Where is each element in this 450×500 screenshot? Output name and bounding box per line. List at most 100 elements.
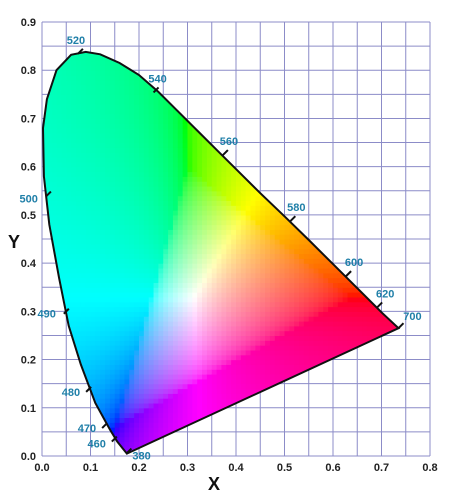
gamut-cell [109, 412, 116, 419]
gamut-cell [206, 210, 213, 216]
gamut-cell [100, 89, 106, 95]
gamut-cell [163, 152, 169, 158]
gamut-cell [202, 234, 208, 240]
gamut-cell [129, 161, 135, 168]
gamut-cell [211, 161, 218, 168]
gamut-cell [172, 417, 179, 423]
gamut-cell [134, 393, 140, 399]
gamut-cell [163, 210, 169, 216]
gamut-cell [61, 166, 67, 173]
gamut-cell [109, 224, 116, 230]
gamut-cell [139, 422, 145, 428]
gamut-cell [119, 354, 126, 361]
gamut-cell [143, 205, 150, 211]
gamut-cell [163, 123, 169, 129]
gamut-cell [255, 359, 261, 365]
gamut-cell [61, 75, 67, 81]
gamut-cell [216, 388, 223, 394]
gamut-cell [211, 219, 218, 226]
gamut-cell [211, 263, 218, 269]
gamut-cell [153, 364, 159, 370]
gamut-cell [265, 287, 271, 293]
gamut-cell [172, 239, 179, 245]
gamut-cell [134, 94, 140, 100]
gamut-cell [221, 316, 227, 322]
gamut-cell [105, 210, 111, 216]
gamut-cell [139, 128, 145, 134]
gamut-cell [216, 181, 223, 187]
gamut-cell [274, 335, 281, 341]
gamut-cell [177, 118, 184, 124]
gamut-cell [172, 427, 179, 433]
gamut-cell [85, 51, 92, 57]
gamut-cell [182, 224, 189, 230]
gamut-cell [163, 287, 169, 293]
gamut-cell [129, 195, 135, 202]
gamut-cell [139, 398, 145, 404]
gamut-cell [177, 161, 184, 168]
gamut-cell [192, 374, 198, 380]
gamut-cell [139, 190, 145, 197]
gamut-cell [90, 60, 96, 66]
gamut-cell [192, 364, 198, 370]
gamut-cell [197, 301, 203, 308]
gamut-cell [192, 349, 198, 356]
gamut-cell [206, 282, 213, 288]
gamut-cell [303, 263, 310, 269]
gamut-cell [85, 60, 92, 66]
gamut-cell [158, 417, 164, 423]
gamut-cell [168, 272, 174, 279]
gamut-cell [269, 354, 276, 361]
gamut-cell [105, 398, 111, 404]
gamut-cell [211, 147, 218, 153]
gamut-cell [75, 349, 82, 356]
gamut-cell [318, 325, 324, 332]
gamut-cell [226, 200, 232, 206]
gamut-cell [221, 166, 227, 173]
gamut-cell [182, 292, 189, 298]
gamut-cell [299, 316, 305, 322]
gamut-cell [279, 359, 286, 365]
gamut-cell [124, 417, 130, 423]
gamut-cell [134, 335, 140, 341]
gamut-cell [124, 316, 130, 322]
gamut-cell [109, 407, 116, 414]
gamut-cell [119, 330, 126, 337]
gamut-cell [134, 118, 140, 124]
gamut-cell [105, 108, 111, 115]
gamut-cell [168, 417, 174, 423]
gamut-cell [172, 388, 179, 394]
gamut-cell [236, 267, 242, 274]
gamut-cell [211, 176, 218, 182]
gamut-cell [143, 185, 150, 192]
gamut-cell [168, 123, 174, 129]
gamut-cell [168, 383, 174, 390]
gamut-cell [105, 181, 111, 187]
gamut-cell [80, 147, 87, 153]
gamut-cell [192, 205, 198, 211]
gamut-cell [95, 60, 101, 66]
gamut-cell [187, 157, 193, 163]
gamut-cell [148, 417, 155, 423]
gamut-cell [80, 84, 87, 91]
gamut-cell [153, 412, 159, 419]
gamut-cell [284, 316, 290, 322]
gamut-cell [226, 335, 232, 341]
gamut-cell [284, 311, 290, 317]
gamut-cell [177, 296, 184, 303]
gamut-cell [206, 166, 213, 173]
gamut-cell [163, 103, 169, 110]
gamut-cell [90, 152, 96, 158]
gamut-cell [240, 393, 247, 399]
gamut-cell [318, 349, 324, 356]
gamut-cell [90, 123, 96, 129]
gamut-cell [100, 79, 106, 86]
gamut-cell [148, 320, 155, 327]
gamut-cell [85, 65, 92, 71]
gamut-cell [226, 287, 232, 293]
gamut-cell [299, 292, 305, 298]
gamut-cell [158, 243, 164, 250]
gamut-cell [109, 383, 116, 390]
gamut-cell [240, 277, 247, 283]
gamut-cell [299, 243, 305, 250]
